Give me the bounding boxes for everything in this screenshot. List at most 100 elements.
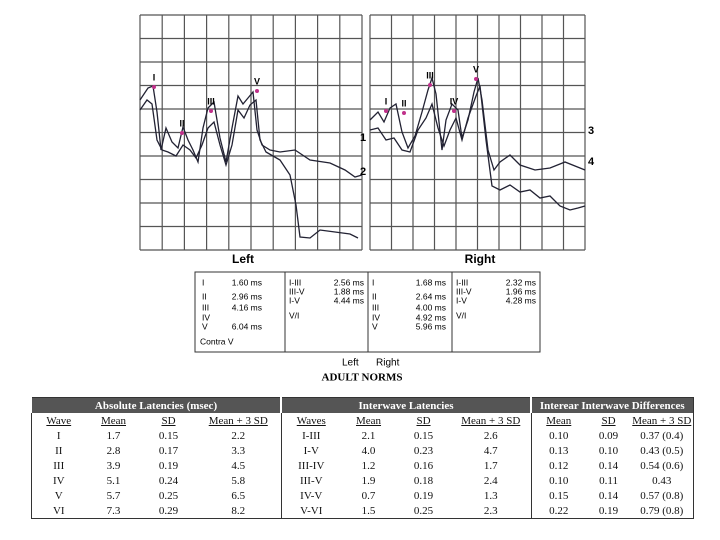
latency-value: 6.04 ms <box>232 321 262 331</box>
cell: IV-V <box>300 489 323 502</box>
cell: 4.7 <box>451 443 532 458</box>
cell: 0.57 (0.8) <box>640 489 684 502</box>
cell: 3.3 <box>196 443 282 458</box>
cell: 0.09 <box>598 429 619 442</box>
wave-label: III <box>426 70 434 80</box>
figure: Left Right Left Right ADULT NORMS Contra… <box>139 14 595 384</box>
header-row: Wave Mean SD Mean + 3 SD Waves Mean SD Mean + 3… <box>31 413 693 428</box>
latency-value: 2.64 ms <box>416 291 446 301</box>
cell: 5.1 <box>106 474 121 487</box>
latency-label: I-III <box>289 277 301 287</box>
cell: 0.43 <box>652 474 672 487</box>
cell: 0.19 <box>413 489 434 502</box>
cell: 0.79 (0.8) <box>640 504 684 517</box>
latency-label: II <box>202 291 207 301</box>
latency-label: V/I <box>456 310 466 320</box>
panel-label: Right <box>465 252 496 266</box>
latency-label: I <box>202 277 204 287</box>
wave-label: II <box>401 98 406 108</box>
cell: 2.8 <box>106 444 121 457</box>
column-header: Mean + 3 SD <box>451 413 532 428</box>
latency-value: 4.92 ms <box>416 312 446 322</box>
wave-label: IV <box>450 96 459 106</box>
peak-marker <box>180 131 184 135</box>
cell: 0.15 <box>413 429 434 442</box>
channel-label: 2 <box>360 166 366 178</box>
cell: 0.14 <box>598 489 619 502</box>
cell: 0.19 <box>598 504 619 517</box>
latency-label: I <box>372 277 374 287</box>
peak-marker <box>255 89 259 93</box>
latency-value: 4.00 ms <box>416 302 446 312</box>
latency-value: 4.16 ms <box>232 302 262 312</box>
latency-label: V <box>202 321 208 331</box>
latency-value: 4.28 ms <box>506 295 536 305</box>
peak-marker <box>452 109 456 113</box>
cell: III-V <box>299 474 323 487</box>
latency-label: V/I <box>289 310 299 320</box>
wave-label: V <box>473 64 479 74</box>
column-header: SD <box>396 413 451 428</box>
latency-value: 5.96 ms <box>416 321 446 331</box>
latency-value: 1.96 ms <box>506 286 536 296</box>
column-header: Waves <box>281 413 341 428</box>
cell: 1.7 <box>451 458 532 473</box>
cell: 5.8 <box>196 473 282 488</box>
data-row: IV 5.1 0.24 5.8 III-V 1.9 0.18 2.4 0.10 0.11 0.43 <box>31 473 693 488</box>
cell: 2.2 <box>196 428 282 443</box>
channel-label: 3 <box>588 125 594 137</box>
cell: 0.10 <box>549 474 569 487</box>
column-header: Mean <box>531 413 586 428</box>
header-text: SD <box>601 414 616 427</box>
cell: 0.25 <box>413 504 434 517</box>
group-header: Interear Interwave Differences <box>530 397 694 413</box>
data-row: I 1.7 0.15 2.2 I-III 2.1 0.15 2.6 0.10 0.09 0.37 (… <box>31 428 693 443</box>
cell: 0.37 (0.4) <box>640 429 684 442</box>
latency-value: 1.68 ms <box>416 277 446 287</box>
cell: 2.6 <box>451 428 532 443</box>
side-label: Right <box>376 358 400 369</box>
cell: 1.3 <box>451 488 532 503</box>
waveforms <box>139 75 586 239</box>
column-header: Mean <box>341 413 396 428</box>
wave-label: I <box>385 96 388 106</box>
cell: 0.29 <box>158 504 179 517</box>
cell: 0.15 <box>158 429 179 442</box>
data-row: III 3.9 0.19 4.5 III-IV 1.2 0.16 1.7 0.12 0.14 0.5… <box>31 458 693 473</box>
cell: 0.22 <box>549 504 569 517</box>
header-text: Mean + 3 SD <box>208 414 268 427</box>
column-header: SD <box>141 413 196 428</box>
wave-label: III <box>207 96 215 106</box>
latency-label: I-III <box>456 277 468 287</box>
latency-value: 2.96 ms <box>232 291 262 301</box>
latency-label: I-V <box>289 295 300 305</box>
group-row: Absolute Latencies (msec) Interwave Laten… <box>29 397 694 413</box>
cell: II <box>55 444 63 457</box>
latency-label: IV <box>202 312 210 322</box>
cell: 0.18 <box>413 474 434 487</box>
cell: III <box>53 459 65 472</box>
cell: 0.14 <box>598 459 619 472</box>
side-label: Left <box>342 358 359 369</box>
latency-label: III-V <box>456 286 472 296</box>
cell: 8.2 <box>196 503 282 519</box>
cell: 4.0 <box>361 444 376 457</box>
wave-label: V <box>254 76 260 86</box>
data-row: VI 7.3 0.29 8.2 V-VI 1.5 0.25 2.3 0.22 0.19 0.79 (… <box>31 503 693 519</box>
cell: 2.4 <box>451 473 532 488</box>
header-text: Mean <box>355 414 382 427</box>
peak-marker <box>474 77 478 81</box>
peak-marker <box>152 85 156 89</box>
header-text: Mean + 3 SD <box>632 414 692 427</box>
cell: 0.16 <box>413 459 434 472</box>
cell: 0.11 <box>599 474 618 487</box>
channel-label: 4 <box>588 156 595 168</box>
channel-label: 1 <box>360 132 366 144</box>
cell: 1.2 <box>361 459 376 472</box>
latency-value: 1.60 ms <box>232 277 262 287</box>
group-header: Absolute Latencies (msec) <box>29 397 282 413</box>
cell: 0.23 <box>413 444 434 457</box>
cell: 1.5 <box>361 504 376 517</box>
header-text: Mean <box>546 414 572 427</box>
